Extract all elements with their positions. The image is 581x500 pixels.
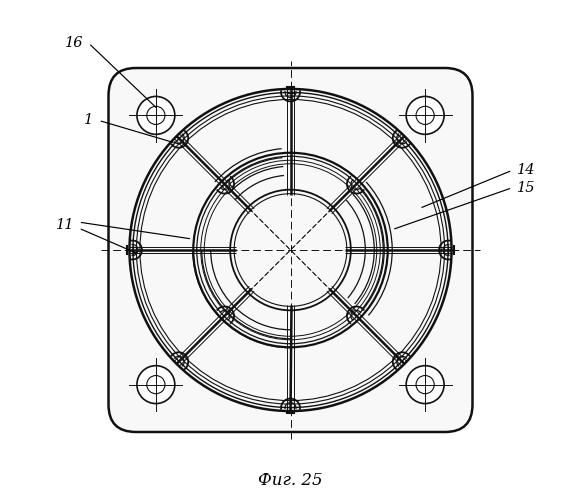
Circle shape bbox=[406, 366, 444, 404]
FancyBboxPatch shape bbox=[109, 68, 472, 432]
Text: Фиг. 25: Фиг. 25 bbox=[258, 472, 323, 489]
Circle shape bbox=[406, 96, 444, 134]
Text: 14: 14 bbox=[517, 163, 536, 177]
Text: 15: 15 bbox=[517, 180, 536, 194]
Circle shape bbox=[137, 96, 175, 134]
Text: 11: 11 bbox=[56, 218, 74, 232]
Text: 1: 1 bbox=[84, 114, 94, 128]
Text: 16: 16 bbox=[65, 36, 84, 50]
Circle shape bbox=[137, 366, 175, 404]
